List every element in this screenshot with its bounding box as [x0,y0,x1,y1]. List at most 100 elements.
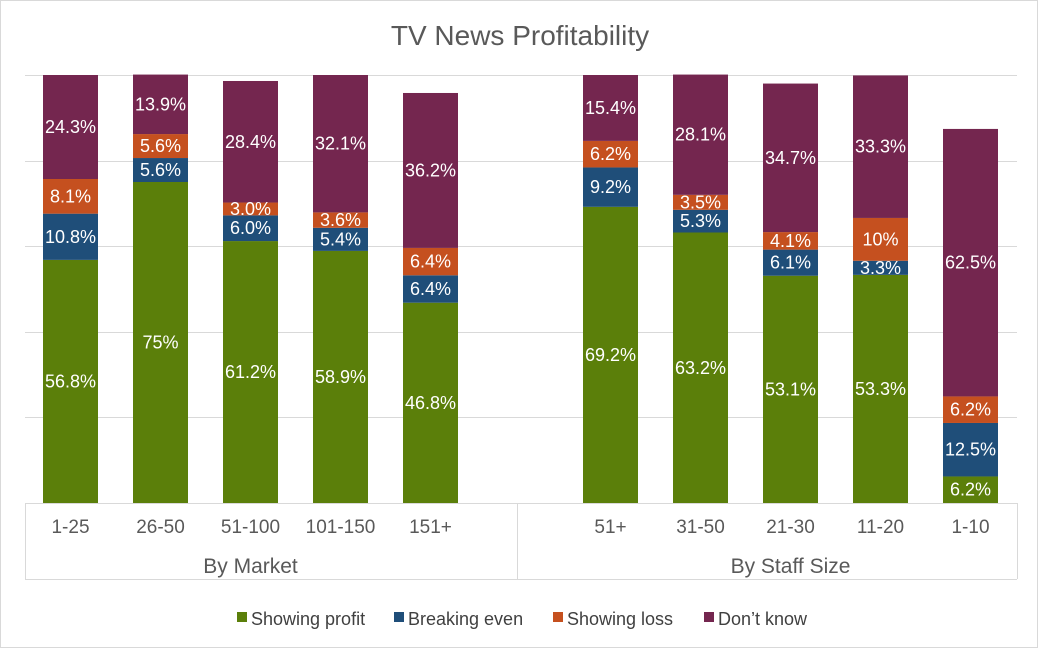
data-labels: 56.8% 10.8% 8.1% 24.3% 75% 5.6% 5.6% 13.9% 61.2%… [45,94,996,499]
bar-breaking-even-1-25 [43,213,98,260]
data-label-showing-profit-101-150: 58.9% [315,367,366,387]
data-label-showing-profit-26-50: 75% [142,333,178,353]
bar-showing-profit-11-20 [853,274,908,503]
bar-breaking-even-11-20 [853,260,908,275]
bar-breaking-even-51-100 [223,215,278,242]
bar-showing-profit-21-30 [763,275,818,503]
data-label-breaking-even-151: 6.4% [410,279,451,299]
data-label-showing-loss-11-20: 10% [862,229,898,249]
data-label-don-t-know-1-10: 62.5% [945,253,996,273]
bar-don-t-know-151 [403,92,458,248]
data-label-showing-profit-31-50: 63.2% [675,358,726,378]
legend-swatch [237,612,247,622]
data-label-don-t-know-31-50: 28.1% [675,125,726,145]
bar-showing-loss-151 [403,247,458,276]
x-tick-label: 51-100 [221,517,280,538]
data-label-showing-profit-151: 46.8% [405,393,456,413]
bar-showing-loss-101-150 [313,212,368,228]
x-tick-label: 101-150 [306,517,376,538]
data-label-breaking-even-26-50: 5.6% [140,160,181,180]
bar-showing-loss-1-10 [943,396,998,423]
x-tick-label: 1-25 [51,517,89,538]
data-label-breaking-even-101-150: 5.4% [320,229,361,249]
data-label-showing-profit-1-25: 56.8% [45,371,96,391]
data-label-showing-profit-11-20: 53.3% [855,379,906,399]
legend-label: Don’t know [718,609,808,629]
bar-showing-loss-31-50 [673,194,728,210]
legend-label: Breaking even [408,609,523,629]
bar-showing-loss-51 [583,140,638,168]
legend-item-showing-loss: Showing loss [553,609,673,629]
bar-don-t-know-26-50 [133,74,188,135]
x-tick-label: 31-50 [676,517,725,538]
data-label-showing-loss-21-30: 4.1% [770,231,811,251]
data-label-don-t-know-51: 15.4% [585,98,636,118]
data-label-don-t-know-1-25: 24.3% [45,117,96,137]
bar-breaking-even-26-50 [133,158,188,182]
legend-swatch [704,612,714,622]
group-label-by-staff-size: By Staff Size [731,555,851,578]
bar-breaking-even-151 [403,275,458,303]
data-label-breaking-even-51-100: 6.0% [230,218,271,238]
data-label-don-t-know-151: 36.2% [405,160,456,180]
legend-label: Showing loss [567,609,673,629]
bar-showing-loss-51-100 [223,202,278,216]
data-label-showing-loss-1-10: 6.2% [950,400,991,420]
bar-breaking-even-51 [583,167,638,207]
data-label-showing-loss-51-100: 3.0% [230,199,271,219]
bar-showing-loss-1-25 [43,179,98,214]
x-tick-label: 26-50 [136,517,185,538]
chart-title: TV News Profitability [391,20,649,51]
bar-showing-profit-26-50 [133,182,188,503]
legend-item-don-t-know: Don’t know [704,609,808,629]
data-label-breaking-even-11-20: 3.3% [860,258,901,278]
bar-showing-loss-11-20 [853,217,908,261]
x-tick-label: 21-30 [766,517,815,538]
x-tick-label: 151+ [409,517,452,538]
data-label-showing-loss-1-25: 8.1% [50,186,91,206]
data-label-showing-loss-26-50: 5.6% [140,136,181,156]
bar-don-t-know-31-50 [673,74,728,195]
data-label-breaking-even-31-50: 5.3% [680,211,721,231]
x-tick-label: 1-10 [951,517,989,538]
data-label-showing-loss-151: 6.4% [410,252,451,272]
data-label-breaking-even-21-30: 6.1% [770,253,811,273]
legend: Showing profit Breaking even Showing loss D… [237,609,808,629]
bar-showing-loss-26-50 [133,134,188,159]
data-label-don-t-know-26-50: 13.9% [135,94,186,114]
bars [43,74,998,503]
x-tick-label: 51+ [594,517,626,538]
data-label-showing-loss-101-150: 3.6% [320,210,361,230]
legend-swatch [394,612,404,622]
bar-showing-profit-1-10 [943,476,998,503]
legend-swatch [553,612,563,622]
bar-don-t-know-51 [583,75,638,141]
data-label-showing-profit-21-30: 53.1% [765,379,816,399]
bar-don-t-know-51-100 [223,80,278,203]
data-label-showing-loss-51: 6.2% [590,144,631,164]
data-label-breaking-even-1-10: 12.5% [945,440,996,460]
bar-breaking-even-31-50 [673,209,728,233]
data-label-don-t-know-21-30: 34.7% [765,148,816,168]
data-label-don-t-know-11-20: 33.3% [855,137,906,157]
data-label-breaking-even-51: 9.2% [590,177,631,197]
bar-showing-loss-21-30 [763,232,818,250]
data-label-don-t-know-101-150: 32.1% [315,134,366,154]
bar-showing-profit-51 [583,206,638,503]
bar-don-t-know-1-10 [943,128,998,397]
legend-item-showing-profit: Showing profit [237,609,365,629]
x-tick-label: 11-20 [857,517,904,538]
data-label-breaking-even-1-25: 10.8% [45,227,96,247]
bar-don-t-know-21-30 [763,83,818,233]
bar-showing-profit-1-25 [43,259,98,503]
bar-breaking-even-21-30 [763,249,818,276]
bar-showing-profit-151 [403,302,458,503]
bar-don-t-know-1-25 [43,75,98,179]
bar-breaking-even-101-150 [313,227,368,251]
group-label-by-market: By Market [203,555,298,578]
data-label-showing-profit-1-10: 6.2% [950,480,991,500]
bar-don-t-know-11-20 [853,75,908,218]
data-label-showing-profit-51-100: 61.2% [225,362,276,382]
